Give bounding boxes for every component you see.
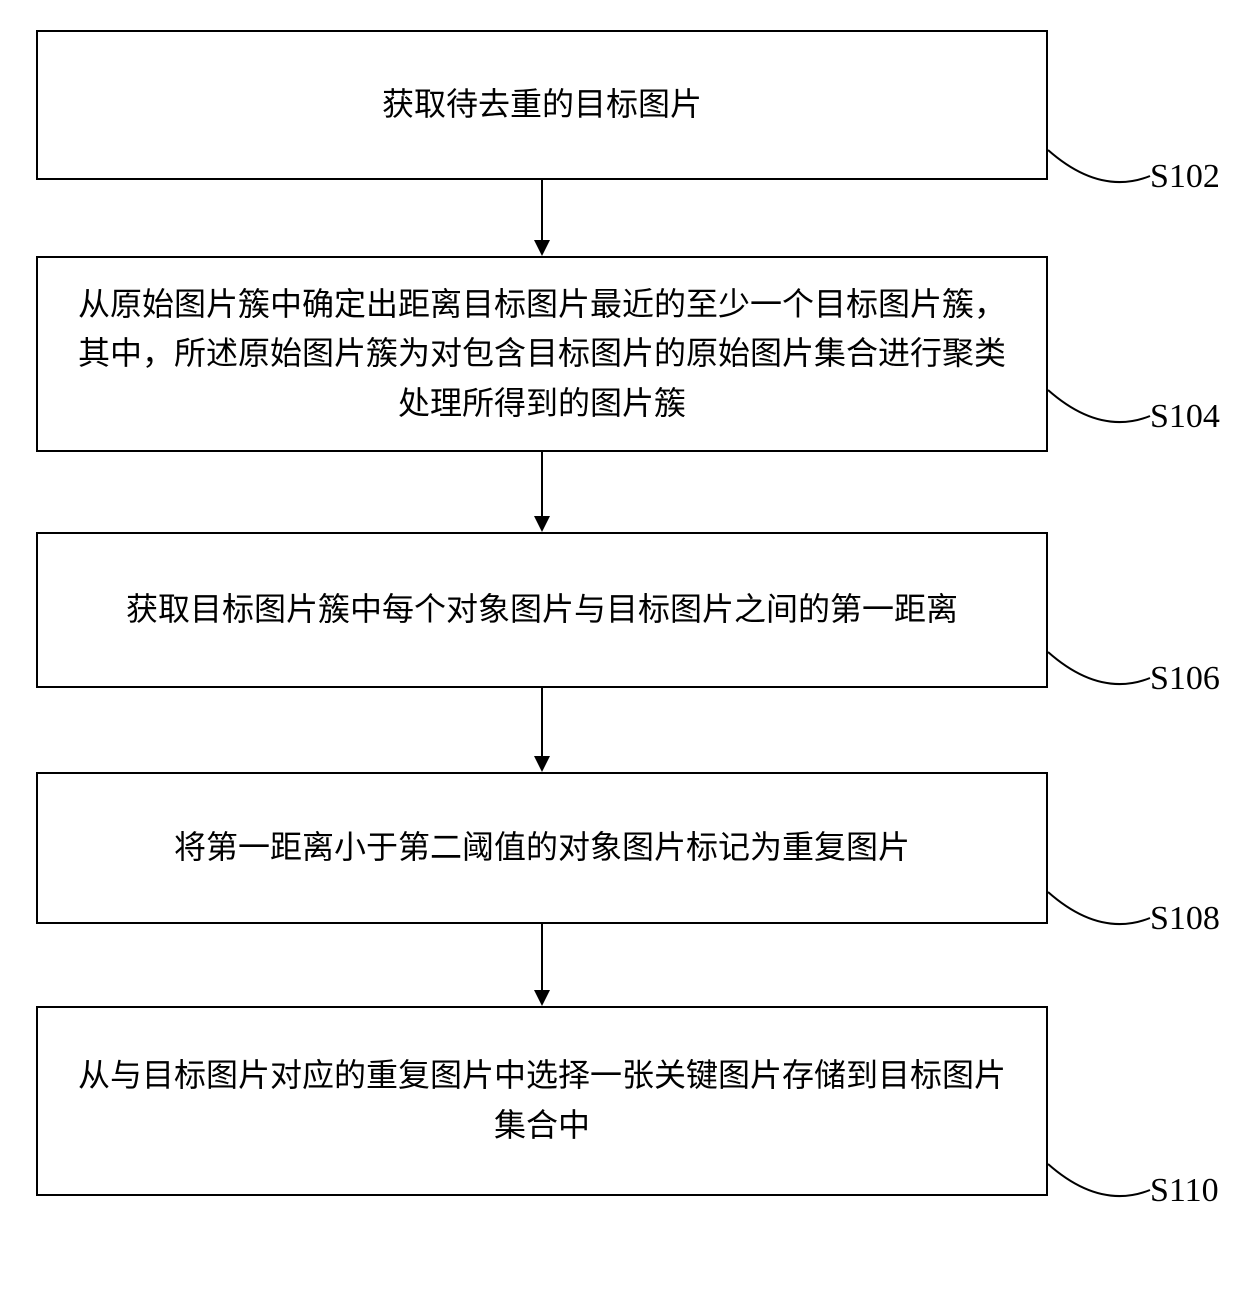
flow-node-label-s110: S110 <box>1150 1172 1219 1210</box>
flowchart-canvas: 获取待去重的目标图片 S102 从原始图片簇中确定出距离目标图片最近的至少一个目… <box>0 0 1240 1302</box>
label-connector-s110 <box>0 0 1240 1302</box>
